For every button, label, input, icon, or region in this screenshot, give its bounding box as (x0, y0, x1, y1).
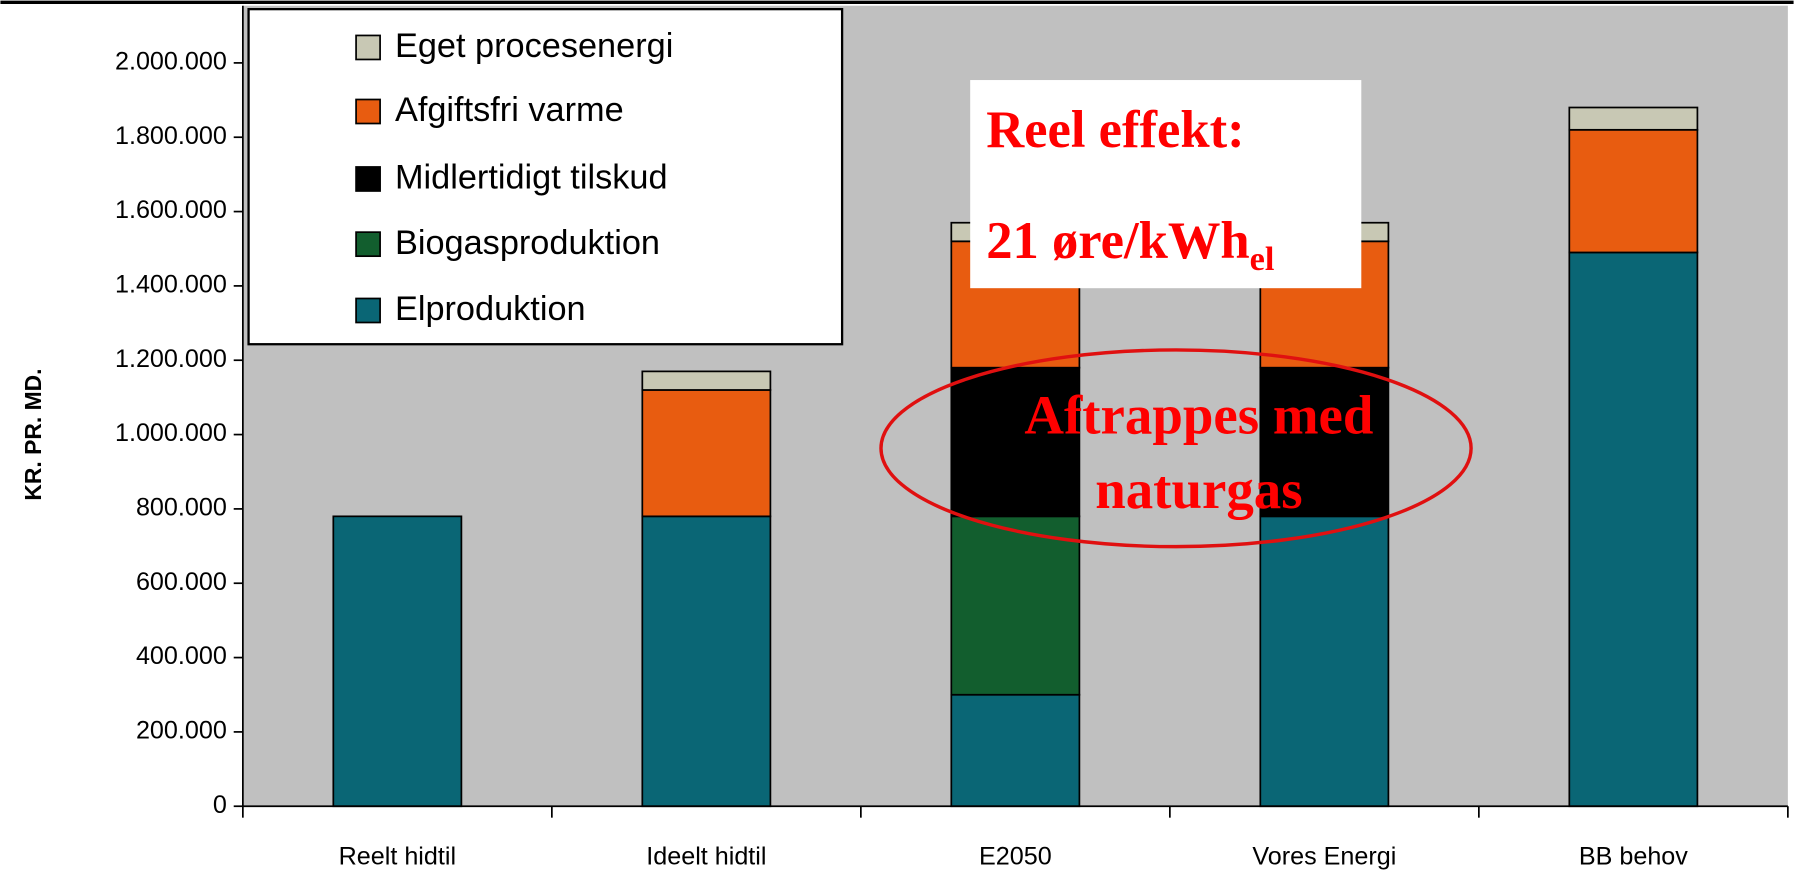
overlay: Aftrappes med naturgas (879, 348, 1473, 549)
bar-segment (641, 370, 772, 391)
y-axis-label: KR. PR. MD. (20, 369, 46, 501)
legend-label: Midlertidigt tilskud (395, 159, 668, 197)
y-tick-label: 0 (213, 791, 227, 819)
legend-swatch (355, 34, 381, 61)
annotation: naturgas (1095, 459, 1302, 520)
bar-segment (950, 366, 1081, 518)
legend-label: Eget procesenergi (395, 27, 673, 65)
annotation: Aftrappes med (1024, 384, 1373, 445)
legend-swatch (355, 297, 381, 324)
axes: 0 200.000 400.000 600.000 800.000 1.000.000 1.… (115, 5, 1789, 870)
bar-segment (950, 515, 1081, 696)
annotation-text: 21 øre/kWh (986, 212, 1249, 270)
y-tick-label: 1.400.000 (115, 271, 227, 299)
legend-label: Afgiftsfri varme (395, 91, 624, 129)
x-tick-label: Vores Energi (1252, 842, 1396, 870)
annotation: 21 øre/kWhel (986, 212, 1274, 278)
y-tick-label: 200.000 (136, 717, 227, 745)
y-tick-label: 800.000 (136, 494, 227, 522)
y-tick-label: 1.000.000 (115, 419, 227, 447)
annotation-subscript: el (1250, 240, 1275, 278)
legend-swatch (355, 166, 381, 192)
bar-segment (1568, 251, 1699, 808)
bar-segment (332, 515, 463, 808)
y-tick-label: 2.000.000 (115, 48, 227, 76)
bar-segment (1568, 106, 1699, 131)
bar-segment (1568, 128, 1699, 254)
legend-box (247, 8, 844, 346)
x-tick-label: BB behov (1579, 842, 1688, 870)
annotation-box (970, 80, 1362, 289)
x-tick-label: Reelt hidtil (339, 842, 456, 870)
bar-segment (950, 693, 1081, 808)
annotation: Reel effekt: (986, 101, 1244, 159)
legend-swatch (355, 98, 381, 125)
x-tick-label: Ideelt hidtil (646, 842, 766, 870)
legend-label: Elproduktion (395, 290, 586, 328)
y-tick-label: 400.000 (136, 642, 227, 670)
bar-segment (641, 515, 772, 808)
y-tick-label: 1.600.000 (115, 196, 227, 224)
bar-segment (1259, 366, 1390, 518)
legend-swatch (355, 231, 381, 258)
y-tick-label: 600.000 (136, 568, 227, 596)
x-tick-label: E2050 (979, 842, 1052, 870)
bar-segment (1259, 515, 1390, 808)
annotation-ellipse (879, 348, 1473, 549)
legend: Eget procesenergi Afgiftsfri varme Midlert… (355, 27, 673, 328)
legend-label: Biogasproduktion (395, 224, 660, 262)
bars (332, 106, 1699, 808)
bar-segment (641, 389, 772, 518)
y-tick-label: 1.200.000 (115, 345, 227, 373)
y-tick-label: 1.800.000 (115, 122, 227, 150)
